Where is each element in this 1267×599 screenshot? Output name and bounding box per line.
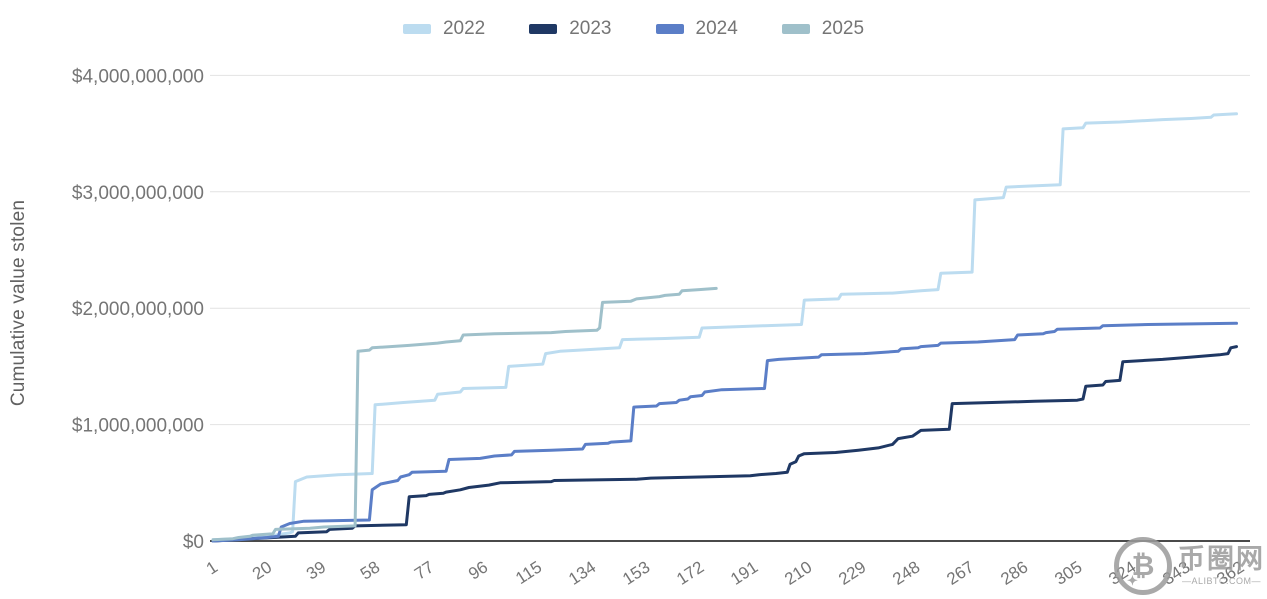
series-line-2025 [211, 286, 718, 542]
watermark: ₿ ✦ 币圈网 —ALIBTC.COM— [1114, 537, 1265, 595]
bitcoin-coin-icon: ₿ ✦ [1114, 537, 1172, 595]
x-tick-label: 305 [1051, 557, 1085, 588]
y-axis-tick-labels: $0 $1,000,000,000 $2,000,000,000 $3,000,000… [72, 66, 204, 553]
watermark-text: 币圈网 —ALIBTC.COM— [1178, 545, 1265, 587]
x-tick-label: 58 [357, 557, 383, 583]
series-line-2022 [211, 112, 1238, 542]
x-tick-label: 115 [512, 557, 545, 588]
y-tick-label: $3,000,000,000 [72, 183, 204, 204]
x-axis-tick-labels: 1 20 39 58 77 96 115 134 153 172 191 210 229 248 267 28… [203, 557, 1248, 588]
x-tick-label: 248 [889, 557, 923, 588]
y-axis-title: Cumulative value stolen [8, 199, 29, 407]
x-tick-label: 77 [411, 557, 437, 583]
series-line-2024 [211, 321, 1238, 543]
x-tick-label: 267 [943, 557, 977, 588]
x-tick-label: 191 [727, 557, 761, 588]
x-tick-label: 39 [303, 557, 329, 583]
y-tick-label: $4,000,000,000 [72, 66, 204, 87]
star-icon: ✦ [1127, 573, 1138, 588]
series-line-2023 [211, 345, 1238, 543]
x-tick-label: 210 [781, 557, 815, 588]
x-tick-label: 1 [203, 557, 221, 578]
x-tick-label: 134 [565, 557, 599, 588]
y-tick-label: $2,000,000,000 [72, 299, 204, 320]
gridlines [210, 74, 1250, 542]
y-tick-label: $0 [183, 532, 204, 553]
x-tick-label: 20 [249, 557, 275, 583]
x-tick-label: 153 [619, 557, 653, 588]
x-tick-label: 286 [997, 557, 1031, 588]
y-tick-label: $1,000,000,000 [72, 416, 204, 437]
watermark-site-name: 币圈网 [1178, 544, 1265, 575]
x-tick-label: 229 [835, 557, 869, 588]
x-tick-label: 96 [465, 557, 491, 583]
watermark-domain: —ALIBTC.COM— [1181, 575, 1261, 586]
series-lines [211, 112, 1238, 543]
x-tick-label: 172 [673, 557, 707, 588]
bitcoin-symbol: ₿ [1131, 550, 1155, 581]
